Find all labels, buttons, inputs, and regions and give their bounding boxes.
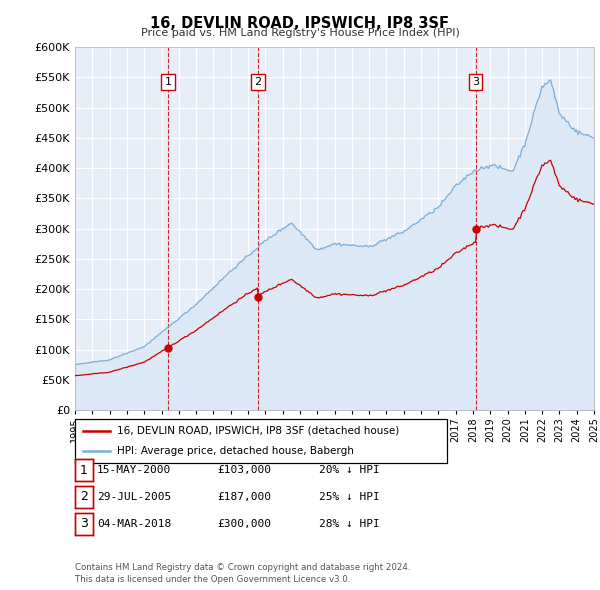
Text: Contains HM Land Registry data © Crown copyright and database right 2024.: Contains HM Land Registry data © Crown c… <box>75 563 410 572</box>
Text: HPI: Average price, detached house, Babergh: HPI: Average price, detached house, Babe… <box>117 446 354 456</box>
Text: 20% ↓ HPI: 20% ↓ HPI <box>319 466 380 475</box>
Text: £300,000: £300,000 <box>217 519 271 529</box>
Text: 04-MAR-2018: 04-MAR-2018 <box>97 519 172 529</box>
Text: 25% ↓ HPI: 25% ↓ HPI <box>319 492 380 502</box>
Text: £103,000: £103,000 <box>217 466 271 475</box>
Text: This data is licensed under the Open Government Licence v3.0.: This data is licensed under the Open Gov… <box>75 575 350 584</box>
Text: 1: 1 <box>164 77 172 87</box>
Text: 16, DEVLIN ROAD, IPSWICH, IP8 3SF (detached house): 16, DEVLIN ROAD, IPSWICH, IP8 3SF (detac… <box>117 426 399 436</box>
Text: 2: 2 <box>80 490 88 503</box>
Text: 3: 3 <box>80 517 88 530</box>
Text: 2: 2 <box>254 77 262 87</box>
Text: 16, DEVLIN ROAD, IPSWICH, IP8 3SF: 16, DEVLIN ROAD, IPSWICH, IP8 3SF <box>151 16 449 31</box>
Text: 15-MAY-2000: 15-MAY-2000 <box>97 466 172 475</box>
Text: £187,000: £187,000 <box>217 492 271 502</box>
Text: Price paid vs. HM Land Registry's House Price Index (HPI): Price paid vs. HM Land Registry's House … <box>140 28 460 38</box>
Text: 28% ↓ HPI: 28% ↓ HPI <box>319 519 380 529</box>
Text: 3: 3 <box>472 77 479 87</box>
Text: 29-JUL-2005: 29-JUL-2005 <box>97 492 172 502</box>
Text: 1: 1 <box>80 464 88 477</box>
